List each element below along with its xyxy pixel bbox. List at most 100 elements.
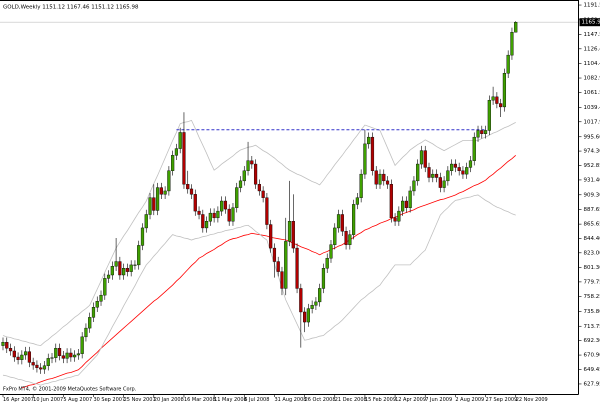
candle-body xyxy=(216,210,220,219)
candle-body xyxy=(144,214,148,229)
x-tick-label: 25 Nov 2007 xyxy=(124,397,156,403)
candle-body xyxy=(27,351,31,363)
candle-body xyxy=(476,130,480,138)
y-tick-label: 865.65 xyxy=(584,222,600,228)
candle-body xyxy=(272,247,277,262)
candle-body xyxy=(140,227,145,246)
candle-body xyxy=(355,197,359,205)
candle-body xyxy=(363,143,367,175)
candle-body xyxy=(412,180,416,192)
candle-body xyxy=(118,261,122,276)
y-tick-label: 801.30 xyxy=(584,265,600,271)
candle-body xyxy=(378,173,382,185)
candle-body xyxy=(382,173,386,182)
candle-body xyxy=(401,200,405,212)
candle-body xyxy=(12,350,16,358)
candle-body xyxy=(129,264,133,272)
candle-body xyxy=(299,288,303,313)
candle-body xyxy=(223,200,228,210)
candle-body xyxy=(253,163,258,185)
candle-body xyxy=(450,163,454,171)
y-tick-label: 931.40 xyxy=(584,177,600,183)
candle-body xyxy=(125,268,130,272)
x-tick-label: 12 Apr 2009 xyxy=(395,397,426,403)
candle-body xyxy=(65,352,69,359)
candle-body xyxy=(24,351,28,356)
candle-body xyxy=(73,354,77,358)
candle-body xyxy=(419,150,424,165)
candle-body xyxy=(201,214,205,229)
candle-body xyxy=(446,170,450,182)
candle-body xyxy=(257,184,261,192)
candle-body xyxy=(284,241,288,289)
y-tick-label: 713.75 xyxy=(584,324,600,330)
candle-body xyxy=(359,173,363,198)
candle-body xyxy=(69,352,73,358)
candle-body xyxy=(39,367,43,370)
candle-body xyxy=(352,204,356,235)
x-tick-label: 16 Apr 2007 xyxy=(3,397,34,403)
candle-body xyxy=(306,308,310,323)
y-tick-label: 1147.55 xyxy=(584,32,600,38)
candle-body xyxy=(220,200,224,212)
candle-body xyxy=(287,221,292,242)
y-tick-label: 670.90 xyxy=(584,353,600,359)
y-tick-label: 995.60 xyxy=(584,134,600,140)
x-tick-label: 27 Sep 2009 xyxy=(486,397,518,403)
y-tick-label: 844.40 xyxy=(584,236,600,242)
candle-body xyxy=(31,362,35,366)
candle-body xyxy=(1,342,5,346)
candle-body xyxy=(434,173,439,178)
x-tick-label: 10 Jun 2007 xyxy=(33,397,63,403)
candle-body xyxy=(20,354,24,360)
candle-body xyxy=(133,264,137,266)
candle-body xyxy=(423,150,427,168)
candle-body xyxy=(367,136,371,145)
candle-body xyxy=(510,32,514,56)
candle-body xyxy=(99,294,103,302)
candle-body xyxy=(212,212,216,219)
y-tick-label: 1104.40 xyxy=(584,61,600,67)
candle-body xyxy=(506,54,510,74)
x-tick-label: 15 Feb 2009 xyxy=(365,397,396,403)
x-tick-label: 20 Jan 2008 xyxy=(154,397,184,403)
candle-body xyxy=(427,167,431,178)
candle-body xyxy=(438,177,442,188)
x-tick-label: 7 Jun 2009 xyxy=(425,397,452,403)
chart-title: GOLD,Weekly 1151.12 1167.46 1151.12 1165… xyxy=(3,5,139,11)
candle-body xyxy=(491,96,495,101)
candle-body xyxy=(50,357,54,359)
copyright: FxPro MT4, © 2001-2009 MetaQuotes Softwa… xyxy=(3,386,137,393)
candle-body xyxy=(8,348,13,352)
candle-body xyxy=(269,224,273,249)
candle-body xyxy=(502,73,507,108)
x-tick-label: 30 Sep 2007 xyxy=(93,397,125,403)
candle-body xyxy=(246,160,250,171)
candle-body xyxy=(385,180,390,185)
y-tick-label: 627.95 xyxy=(584,381,600,387)
candle-body xyxy=(514,22,518,33)
y-tick-label: 1191.50 xyxy=(584,3,600,9)
candle-body xyxy=(404,200,408,208)
x-tick-label: 6 Jul 2008 xyxy=(244,397,269,403)
candle-body xyxy=(321,268,326,289)
candle-body xyxy=(261,190,265,198)
indicator-line xyxy=(2,119,516,347)
candle-body xyxy=(465,167,469,175)
plot-area xyxy=(0,21,579,389)
candle-body xyxy=(291,221,295,249)
candle-body xyxy=(442,180,446,188)
candle-body xyxy=(408,190,412,208)
candle-body xyxy=(340,214,344,232)
candle-body xyxy=(329,244,333,259)
candle-body xyxy=(276,261,280,272)
candle-body xyxy=(178,132,182,149)
candle-body xyxy=(103,278,107,296)
x-tick-label: 21 Dec 2008 xyxy=(335,397,367,403)
candle-body xyxy=(265,197,269,225)
candle-body xyxy=(453,163,457,168)
candle-body xyxy=(318,288,322,303)
candle-body xyxy=(174,148,179,156)
candle-body xyxy=(280,271,284,289)
